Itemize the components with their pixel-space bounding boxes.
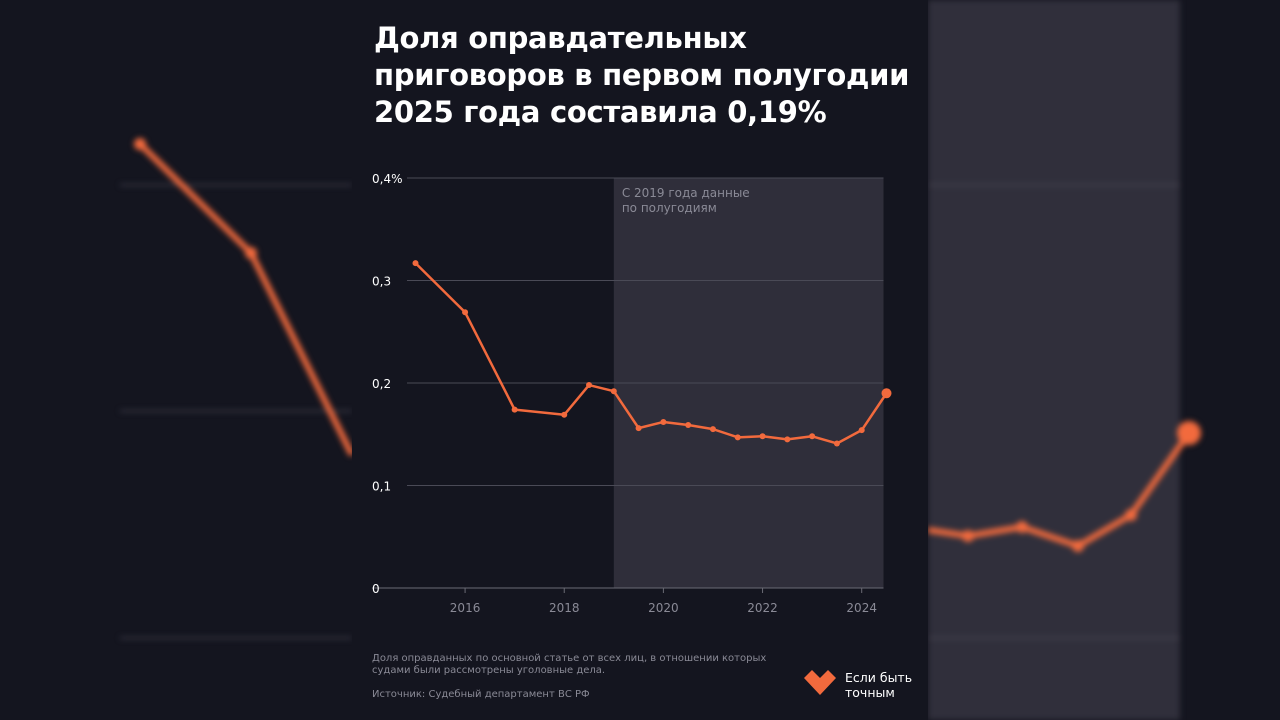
data-point — [511, 406, 518, 413]
shaded-region-label: по полугодиям — [622, 201, 717, 215]
data-point — [881, 388, 892, 399]
footnote: Доля оправданных по основной статье от в… — [372, 653, 767, 676]
logo-icon — [804, 670, 836, 695]
data-point — [709, 426, 716, 433]
data-point — [561, 411, 568, 418]
y-tick-label: 0,4% — [372, 172, 403, 186]
x-tick-label: 2022 — [747, 601, 778, 615]
y-tick-label: 0,1 — [372, 480, 391, 494]
logo-line-2: точным — [845, 685, 895, 700]
y-tick-label: 0,2 — [372, 377, 391, 391]
data-point — [833, 440, 840, 447]
data-point — [858, 427, 865, 434]
logo-line-1: Если быть — [845, 670, 913, 685]
y-tick-label: 0 — [372, 582, 380, 596]
x-tick-label: 2024 — [846, 601, 877, 615]
data-point — [610, 388, 617, 395]
data-point — [809, 433, 816, 440]
shaded-region-label: С 2019 года данные — [622, 186, 750, 200]
x-tick-label: 2020 — [648, 601, 679, 615]
chart-title: Доля оправдательных приговоров в первом … — [374, 21, 910, 129]
line-chart: 0 0,1 0,2 0,3 0,4% 2016 2018 2020 2022 2024 С 2019… — [372, 172, 892, 615]
x-tick-label: 2016 — [450, 601, 481, 615]
data-point — [685, 422, 692, 429]
data-point — [660, 418, 667, 425]
data-point — [586, 382, 593, 389]
logo-text: Если быть точным — [845, 670, 912, 700]
data-point — [462, 309, 469, 316]
data-point — [635, 425, 642, 432]
data-point — [734, 434, 741, 441]
x-tick-label: 2018 — [549, 601, 580, 615]
data-point — [759, 433, 766, 440]
source: Источник: Судебный департамент ВС РФ — [372, 689, 590, 700]
data-point — [784, 436, 791, 443]
data-point — [412, 260, 419, 267]
infographic-panel: Доля оправдательных приговоров в первом … — [352, 0, 928, 720]
y-tick-label: 0,3 — [372, 275, 391, 289]
